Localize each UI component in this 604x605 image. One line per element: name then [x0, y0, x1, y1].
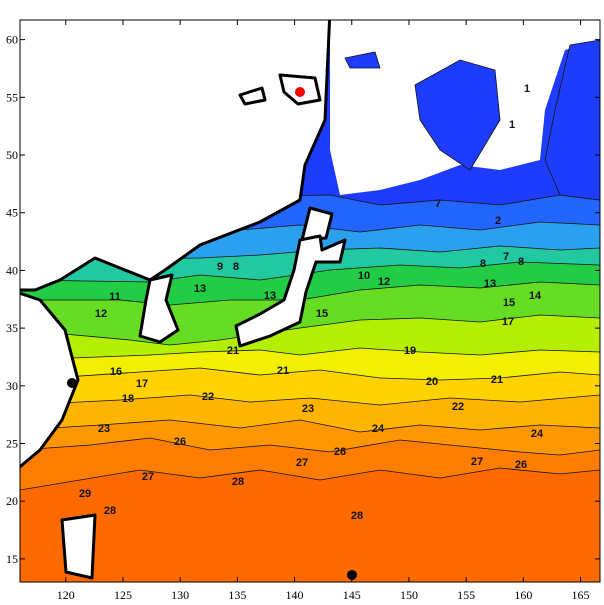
- contour-label: 1: [524, 83, 530, 95]
- contour-label: 8: [480, 258, 486, 270]
- contour-label: 12: [95, 308, 107, 320]
- contour-label: 23: [98, 423, 110, 435]
- band: [344, 51, 381, 69]
- contour-label: 8: [233, 261, 239, 273]
- contour-label: 7: [435, 198, 441, 210]
- land: [20, 20, 332, 292]
- temperature-field: [20, 20, 600, 582]
- contour-label: 26: [334, 446, 346, 458]
- contour-label: 21: [227, 345, 239, 357]
- y-tick-label: 20: [6, 494, 18, 508]
- contour-label: 23: [302, 403, 314, 415]
- y-tick-label: 45: [6, 206, 18, 220]
- land: [300, 206, 334, 242]
- contour-label: 16: [110, 366, 122, 378]
- x-tick-label: 120: [57, 588, 75, 602]
- y-tick-label: 30: [6, 379, 18, 393]
- contour-label: 18: [122, 393, 134, 405]
- contour-label: 12: [378, 276, 390, 288]
- y-tick-label: 55: [6, 90, 18, 104]
- contour-label: 28: [104, 505, 116, 517]
- land: [20, 291, 80, 469]
- contour-label: 17: [502, 316, 514, 328]
- contour-label: 20: [426, 376, 438, 388]
- contour-label: 22: [202, 391, 214, 403]
- contour-label: 26: [515, 459, 527, 471]
- contour-label: 27: [471, 456, 483, 468]
- contour-label: 24: [372, 423, 385, 435]
- contour-label: 21: [277, 365, 289, 377]
- marker: [295, 87, 305, 97]
- band: [544, 39, 600, 201]
- contour-label: 9: [217, 261, 223, 273]
- contour-label: 8: [518, 256, 524, 268]
- contour-label: 22: [452, 401, 464, 413]
- contour-label: 19: [404, 345, 416, 357]
- contour-label: 13: [194, 283, 206, 295]
- land: [60, 513, 97, 580]
- x-tick-label: 150: [400, 588, 418, 602]
- x-tick-label: 165: [572, 588, 590, 602]
- x-tick-label: 125: [114, 588, 132, 602]
- contour-label: 24: [531, 428, 544, 440]
- y-tick-label: 15: [6, 552, 18, 566]
- y-tick-label: 35: [6, 321, 18, 335]
- contour-label: 27: [296, 457, 308, 469]
- y-tick-label: 60: [6, 33, 18, 47]
- y-tick-label: 50: [6, 148, 18, 162]
- marker: [347, 570, 357, 580]
- contour-label: 7: [503, 251, 509, 263]
- land: [138, 273, 180, 344]
- contour-label: 14: [529, 290, 542, 302]
- contour-label: 17: [136, 378, 148, 390]
- land: [238, 86, 267, 106]
- contour-label: 27: [142, 471, 154, 483]
- y-tick-label: 40: [6, 263, 18, 277]
- contour-label: 21: [491, 374, 503, 386]
- contour-label: 2: [495, 215, 501, 227]
- contour-label: 15: [316, 308, 328, 320]
- contour-label: 15: [503, 297, 515, 309]
- x-tick-label: 160: [514, 588, 532, 602]
- land: [234, 234, 347, 348]
- contour-label: 29: [79, 488, 91, 500]
- contour-label: 28: [232, 476, 244, 488]
- contour-label: 13: [264, 290, 276, 302]
- contour-label: 28: [351, 510, 363, 522]
- contour-label: 13: [484, 278, 496, 290]
- x-tick-label: 140: [286, 588, 304, 602]
- contour-label: 26: [174, 436, 186, 448]
- x-tick-label: 145: [343, 588, 361, 602]
- contour-label: 10: [358, 270, 370, 282]
- x-tick-label: 155: [457, 588, 475, 602]
- frame: [19, 19, 601, 583]
- contour-label: 1: [509, 119, 515, 131]
- x-tick-label: 130: [171, 588, 189, 602]
- x-tick-label: 135: [228, 588, 246, 602]
- marker: [67, 378, 77, 388]
- band: [414, 59, 501, 171]
- contour-label: 11: [109, 291, 121, 303]
- y-tick-label: 25: [6, 437, 18, 451]
